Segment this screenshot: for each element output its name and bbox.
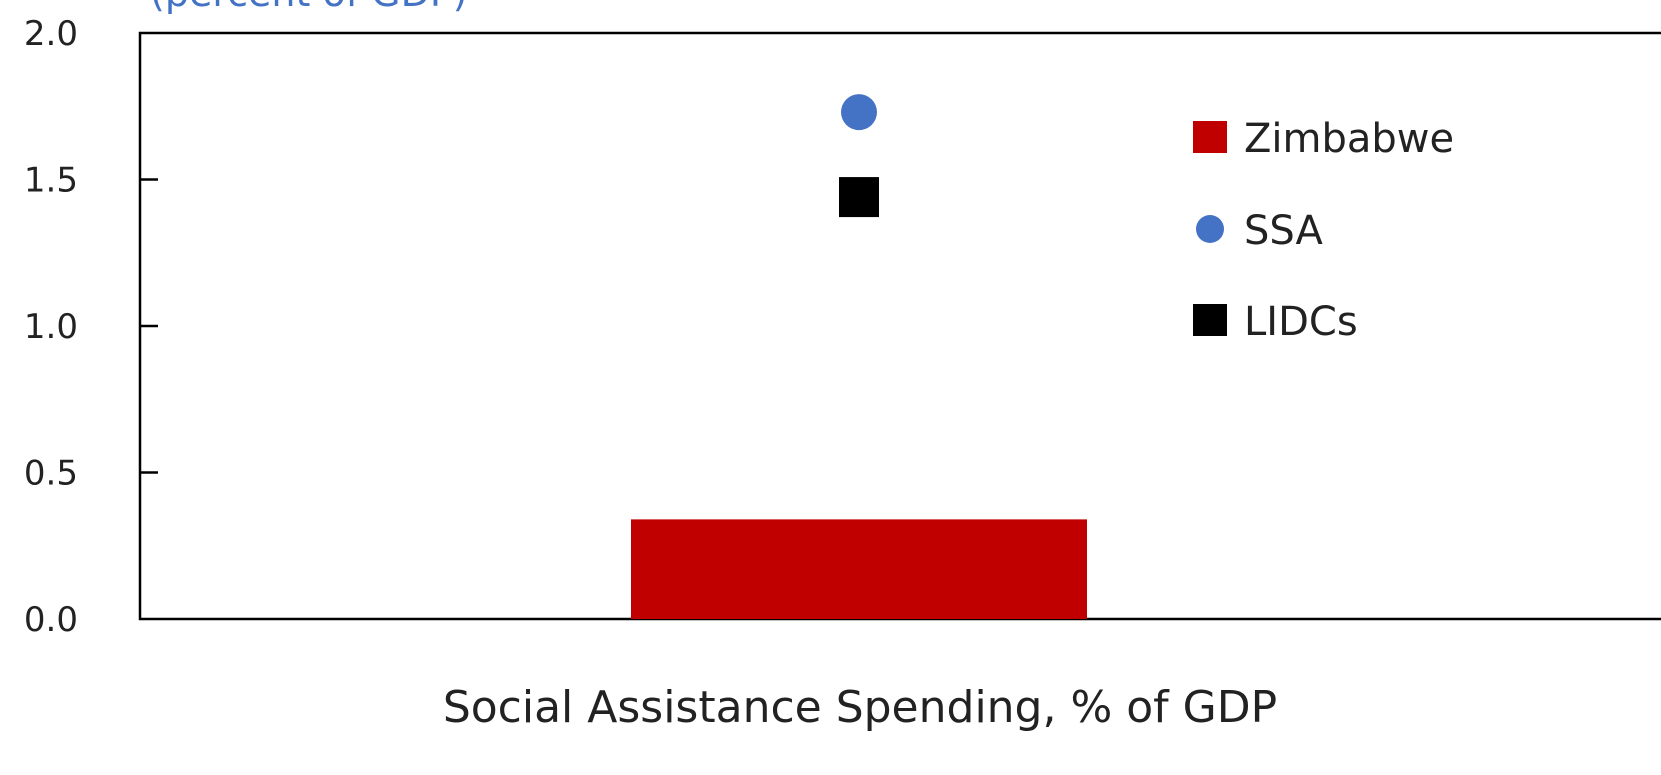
y-axis: 0.0 0.5 1.0 1.5 2.0	[24, 14, 158, 640]
legend-item-ssa: SSA	[1196, 208, 1324, 254]
y-tick-label: 1.5	[24, 161, 78, 201]
legend-label: Zimbabwe	[1244, 116, 1454, 162]
x-axis-label: Social Assistance Spending, % of GDP	[443, 682, 1277, 733]
legend-label: SSA	[1244, 208, 1324, 254]
y-tick-label: 0.0	[24, 600, 78, 640]
legend-swatch	[1193, 304, 1227, 336]
legend-label: LIDCs	[1244, 299, 1358, 345]
chart-subtitle: (percent of GDP)	[150, 0, 468, 15]
legend-swatch	[1196, 215, 1224, 243]
legend-item-zimbabwe: Zimbabwe	[1193, 116, 1454, 162]
y-tick-label: 2.0	[24, 14, 78, 54]
legend: Zimbabwe SSA LIDCs	[1193, 116, 1454, 345]
point-ssa	[841, 94, 877, 131]
legend-swatch	[1193, 121, 1227, 153]
point-lidcs	[839, 177, 879, 218]
y-tick-label: 0.5	[24, 454, 78, 494]
data-marks	[631, 94, 1087, 619]
bar-zimbabwe	[631, 519, 1087, 619]
legend-item-lidcs: LIDCs	[1193, 299, 1358, 345]
y-tick-label: 1.0	[24, 307, 78, 347]
